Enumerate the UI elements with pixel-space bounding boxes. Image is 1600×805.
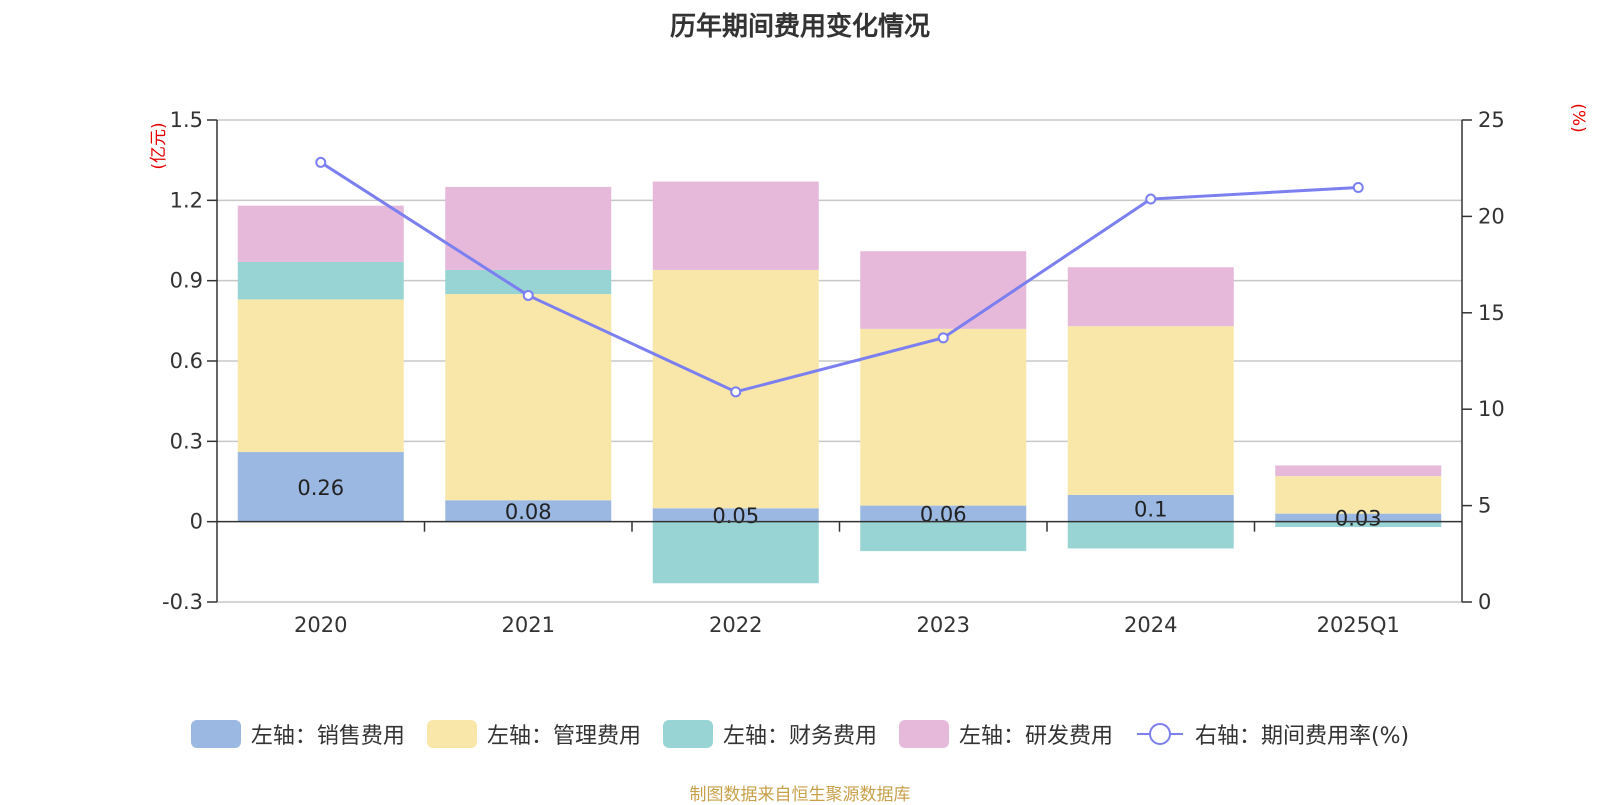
data-label-sales: 0.03 xyxy=(1335,507,1382,531)
bar-sales-2021 xyxy=(445,500,612,522)
bar-admin-2021 xyxy=(445,294,612,501)
bar-admin-2020 xyxy=(237,299,404,453)
expense-rate-point-2021 xyxy=(522,289,534,301)
legend-swatch-sales xyxy=(190,720,241,748)
data-label-sales: 0.26 xyxy=(297,476,344,500)
right-tick-label: 5 xyxy=(1478,494,1491,518)
expense-rate-point-2023 xyxy=(937,332,949,344)
legend: 左轴：销售费用 左轴：管理费用 左轴：财务费用 左轴：研发费用 右轴：期间费用率… xyxy=(0,718,1600,750)
legend-label-sales: 左轴：销售费用 xyxy=(250,724,405,749)
bar-finance-2022 xyxy=(652,521,819,584)
legend-line-marker-icon xyxy=(1136,723,1183,745)
legend-item-expense-rate[interactable]: 右轴：期间费用率(%) xyxy=(1135,718,1409,750)
left-tick-label: 1.5 xyxy=(170,108,203,132)
bar-finance-2025Q1 xyxy=(1275,521,1442,528)
data-label-sales: 0.06 xyxy=(920,503,967,527)
bar-admin-2025Q1 xyxy=(1275,476,1442,514)
bar-sales-2022 xyxy=(652,508,819,522)
right-tick-label: 20 xyxy=(1478,204,1505,228)
data-label-sales: 0.08 xyxy=(505,500,552,524)
bar-admin-2023 xyxy=(860,328,1027,506)
legend-item-rnd[interactable]: 左轴：研发费用 xyxy=(898,718,1113,750)
right-tick-label: 15 xyxy=(1478,301,1505,325)
right-tick-label: 25 xyxy=(1478,108,1505,132)
bar-finance-2024 xyxy=(1067,521,1234,549)
bar-rnd-2025Q1 xyxy=(1275,465,1442,477)
bar-rnd-2021 xyxy=(445,186,612,270)
left-tick-label: -0.3 xyxy=(162,590,203,614)
expense-rate-line xyxy=(319,161,1359,394)
right-tick-label: 10 xyxy=(1478,397,1505,421)
left-tick-label: 0 xyxy=(190,510,203,534)
source-note: 制图数据来自恒生聚源数据库 xyxy=(689,785,911,805)
bar-rnd-2020 xyxy=(237,205,404,262)
left-axis-unit: (亿元) xyxy=(149,122,169,169)
bar-sales-2024 xyxy=(1067,494,1234,522)
legend-item-admin[interactable]: 左轴：管理费用 xyxy=(426,718,641,750)
left-tick-label: 0.3 xyxy=(170,429,203,453)
left-tick-label: 0.6 xyxy=(170,349,203,373)
bar-sales-2025Q1 xyxy=(1275,513,1442,522)
chart-title: 历年期间费用变化情况 xyxy=(669,12,930,42)
legend-swatch-rnd xyxy=(898,720,949,748)
chart-plot: -0.3 0 0.3 0.6 0.9 1.2 1.5 0 5 10 15 20 25 (亿元) (%) 0.2… xyxy=(149,103,1588,637)
right-tick-label: 0 xyxy=(1478,590,1491,614)
bar-admin-2024 xyxy=(1067,326,1234,495)
bar-rnd-2023 xyxy=(860,251,1027,329)
legend-item-finance[interactable]: 左轴：财务费用 xyxy=(662,718,877,750)
legend-swatch-finance xyxy=(662,720,713,748)
legend-label-rnd: 左轴：研发费用 xyxy=(958,724,1113,749)
x-tick-label: 2022 xyxy=(709,613,762,637)
bar-finance-2023 xyxy=(860,521,1027,552)
data-label-sales: 0.1 xyxy=(1134,497,1167,521)
x-tick-label: 2024 xyxy=(1124,613,1177,637)
legend-label-admin: 左轴：管理费用 xyxy=(486,724,641,749)
bar-sales-2023 xyxy=(860,505,1027,522)
bar-rnd-2022 xyxy=(652,181,819,270)
left-tick-label: 0.9 xyxy=(170,269,203,293)
legend-label-expense-rate: 右轴：期间费用率(%) xyxy=(1194,724,1410,749)
x-tick-label: 2023 xyxy=(917,613,970,637)
legend-item-sales[interactable]: 左轴：销售费用 xyxy=(190,718,405,750)
x-tick-label: 2021 xyxy=(502,613,555,637)
data-label-sales: 0.05 xyxy=(712,504,759,528)
bar-rnd-2024 xyxy=(1067,267,1234,327)
expense-rate-point-2020 xyxy=(315,156,327,168)
x-tick-label: 2025Q1 xyxy=(1317,613,1400,637)
right-axis-unit: (%) xyxy=(1568,103,1588,132)
expense-rate-point-2025Q1 xyxy=(1352,181,1364,193)
legend-label-finance: 左轴：财务费用 xyxy=(722,724,877,749)
bar-finance-2020 xyxy=(237,261,404,300)
left-tick-label: 1.2 xyxy=(170,188,203,212)
expense-rate-point-2022 xyxy=(730,386,742,398)
legend-swatch-admin xyxy=(426,720,477,748)
bar-sales-2020 xyxy=(237,452,404,522)
expense-rate-point-2024 xyxy=(1145,193,1157,205)
x-tick-label: 2020 xyxy=(294,613,347,637)
